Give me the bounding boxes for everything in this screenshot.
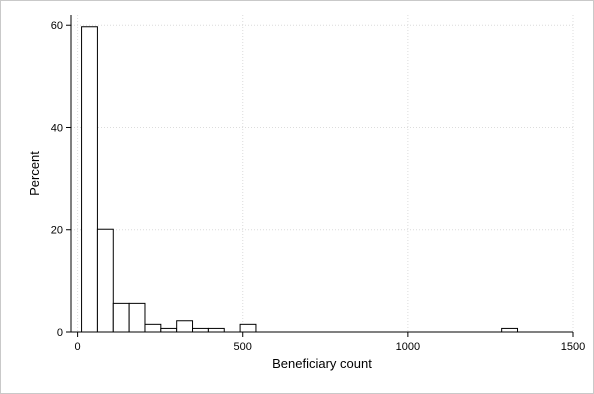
histogram-bar-7: [192, 327, 209, 333]
axes: [70, 15, 573, 333]
x-axis-title: Beneficiary count: [272, 356, 372, 371]
x-tick-label-1000: 1000: [396, 341, 420, 353]
histogram-bar-8: [207, 327, 225, 333]
histogram-bar-1: [96, 228, 114, 333]
y-tick-label-60: 60: [51, 20, 63, 32]
y-ticks: 0 20 40 60: [51, 20, 71, 339]
histogram-bars: [81, 26, 519, 333]
histogram-bar-4: [144, 323, 162, 333]
histogram-bar-5: [160, 327, 178, 333]
x-ticks: 0 500 1000 1500: [75, 332, 585, 353]
x-tick-label-500: 500: [234, 341, 252, 353]
histogram-bar-10: [501, 327, 519, 333]
histogram-bar-9: [239, 323, 257, 333]
y-tick-label-40: 40: [51, 122, 63, 134]
y-tick-label-20: 20: [51, 225, 63, 237]
x-tick-label-0: 0: [75, 341, 81, 353]
histogram-bar-6: [176, 320, 194, 333]
y-axis-title: Percent: [27, 151, 42, 196]
x-tick-label-1500: 1500: [561, 341, 585, 353]
y-tick-label-0: 0: [57, 327, 63, 339]
histogram-bar-2: [112, 302, 130, 333]
histogram-bar-0: [81, 26, 98, 333]
grid-lines: [71, 15, 574, 332]
histogram-bar-3: [128, 302, 146, 333]
